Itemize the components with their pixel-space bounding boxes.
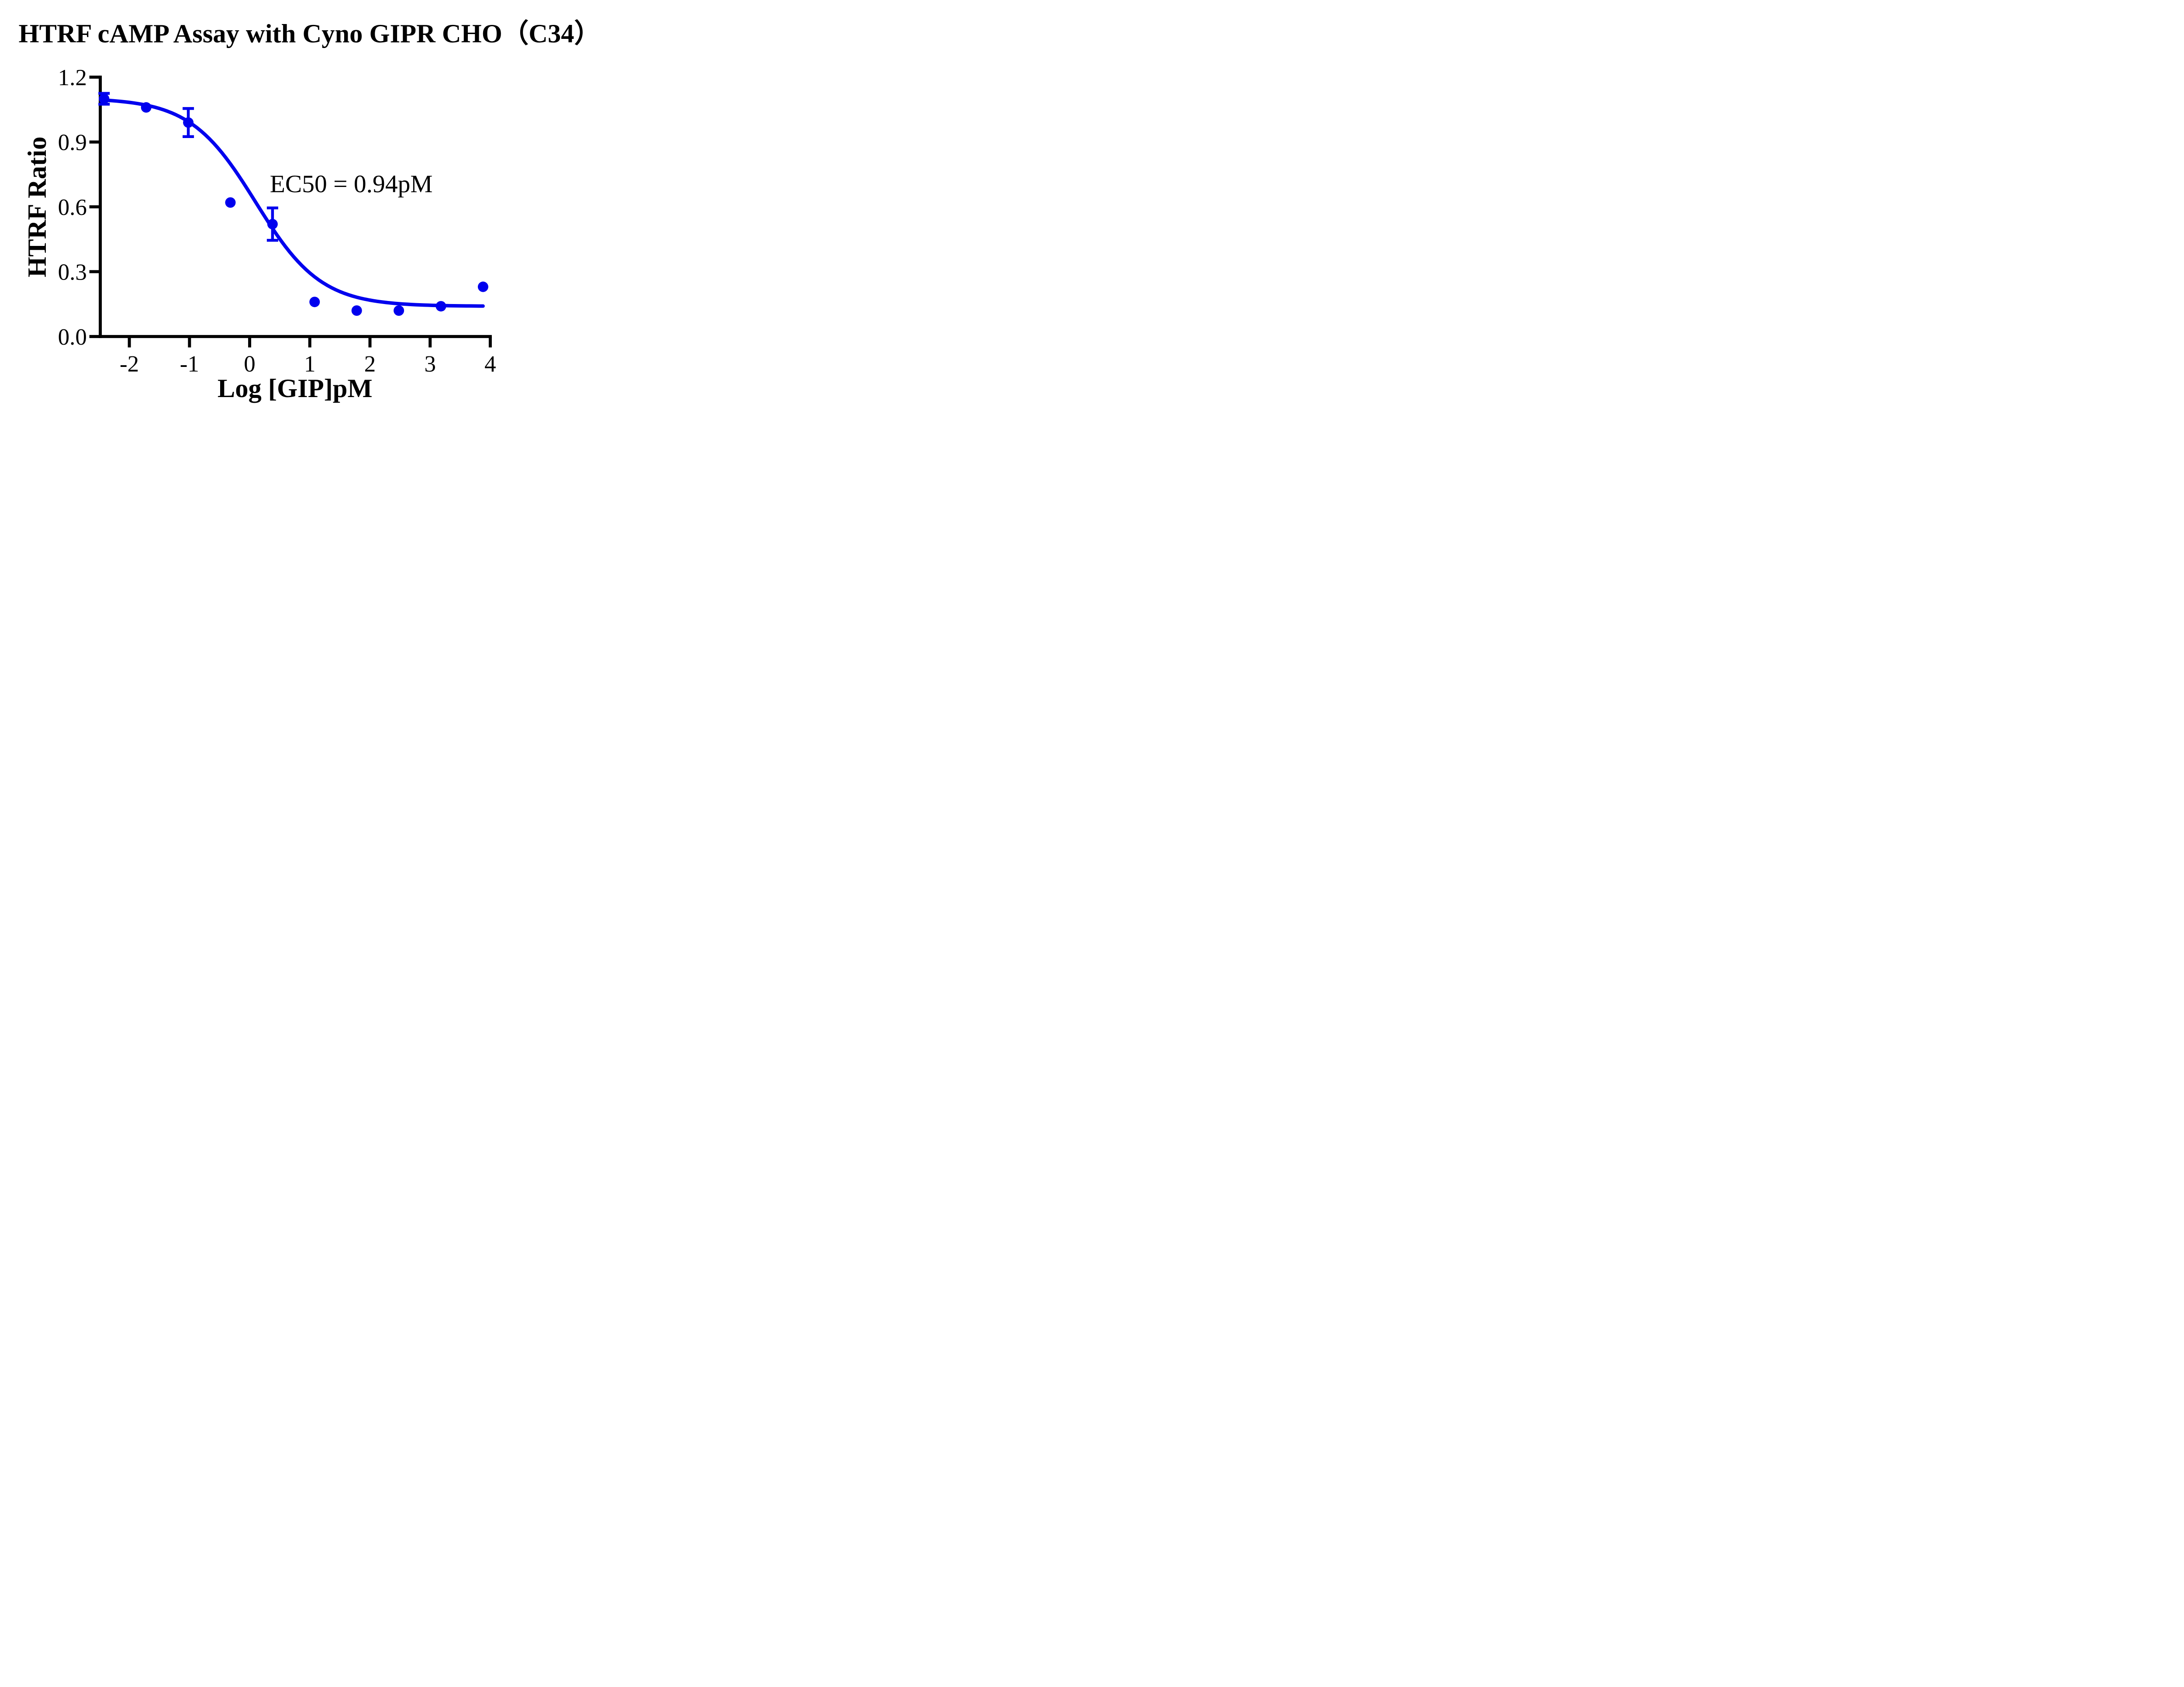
data-point — [267, 219, 278, 230]
data-point — [141, 102, 152, 113]
x-tick-label: 1 — [304, 351, 316, 377]
x-tick-label: 4 — [484, 351, 496, 377]
data-point — [435, 301, 446, 312]
data-point — [183, 117, 194, 128]
y-tick-label: 0.3 — [58, 259, 87, 285]
x-tick-label: 2 — [364, 351, 376, 377]
chart-background — [0, 0, 586, 422]
data-point — [394, 305, 404, 316]
x-tick-label: 3 — [424, 351, 436, 377]
plot-area: 0.0 0.3 0.6 0.9 1.2 -2 -1 0 1 2 3 4 — [58, 65, 496, 377]
y-tick-label: 1.2 — [58, 65, 87, 90]
x-tick-label: -1 — [180, 351, 199, 377]
data-point — [225, 197, 236, 208]
y-tick-label: 0.9 — [58, 130, 87, 156]
y-tick-label: 0.0 — [58, 325, 87, 350]
dose-response-chart: 0.0 0.3 0.6 0.9 1.2 -2 -1 0 1 2 3 4 HTRF cAMP Assay… — [0, 0, 586, 422]
x-tick-label: 0 — [244, 351, 255, 377]
data-point — [99, 93, 110, 104]
fit-curve — [102, 98, 485, 308]
data-point — [351, 305, 362, 316]
x-axis-label: Log [GIP]pM — [218, 374, 373, 403]
data-point — [477, 281, 488, 292]
x-tick-label: -2 — [120, 351, 139, 377]
chart-figure: 0.0 0.3 0.6 0.9 1.2 -2 -1 0 1 2 3 4 HTRF cAMP Assay… — [0, 0, 586, 422]
data-point — [309, 297, 320, 308]
chart-title: HTRF cAMP Assay with Cyno GIPR CHO（C34） — [19, 19, 586, 48]
ec50-annotation: EC50 = 0.94pM — [270, 170, 433, 198]
y-axis-label: HTRF Ratio — [23, 137, 52, 277]
y-tick-label: 0.6 — [58, 195, 87, 220]
